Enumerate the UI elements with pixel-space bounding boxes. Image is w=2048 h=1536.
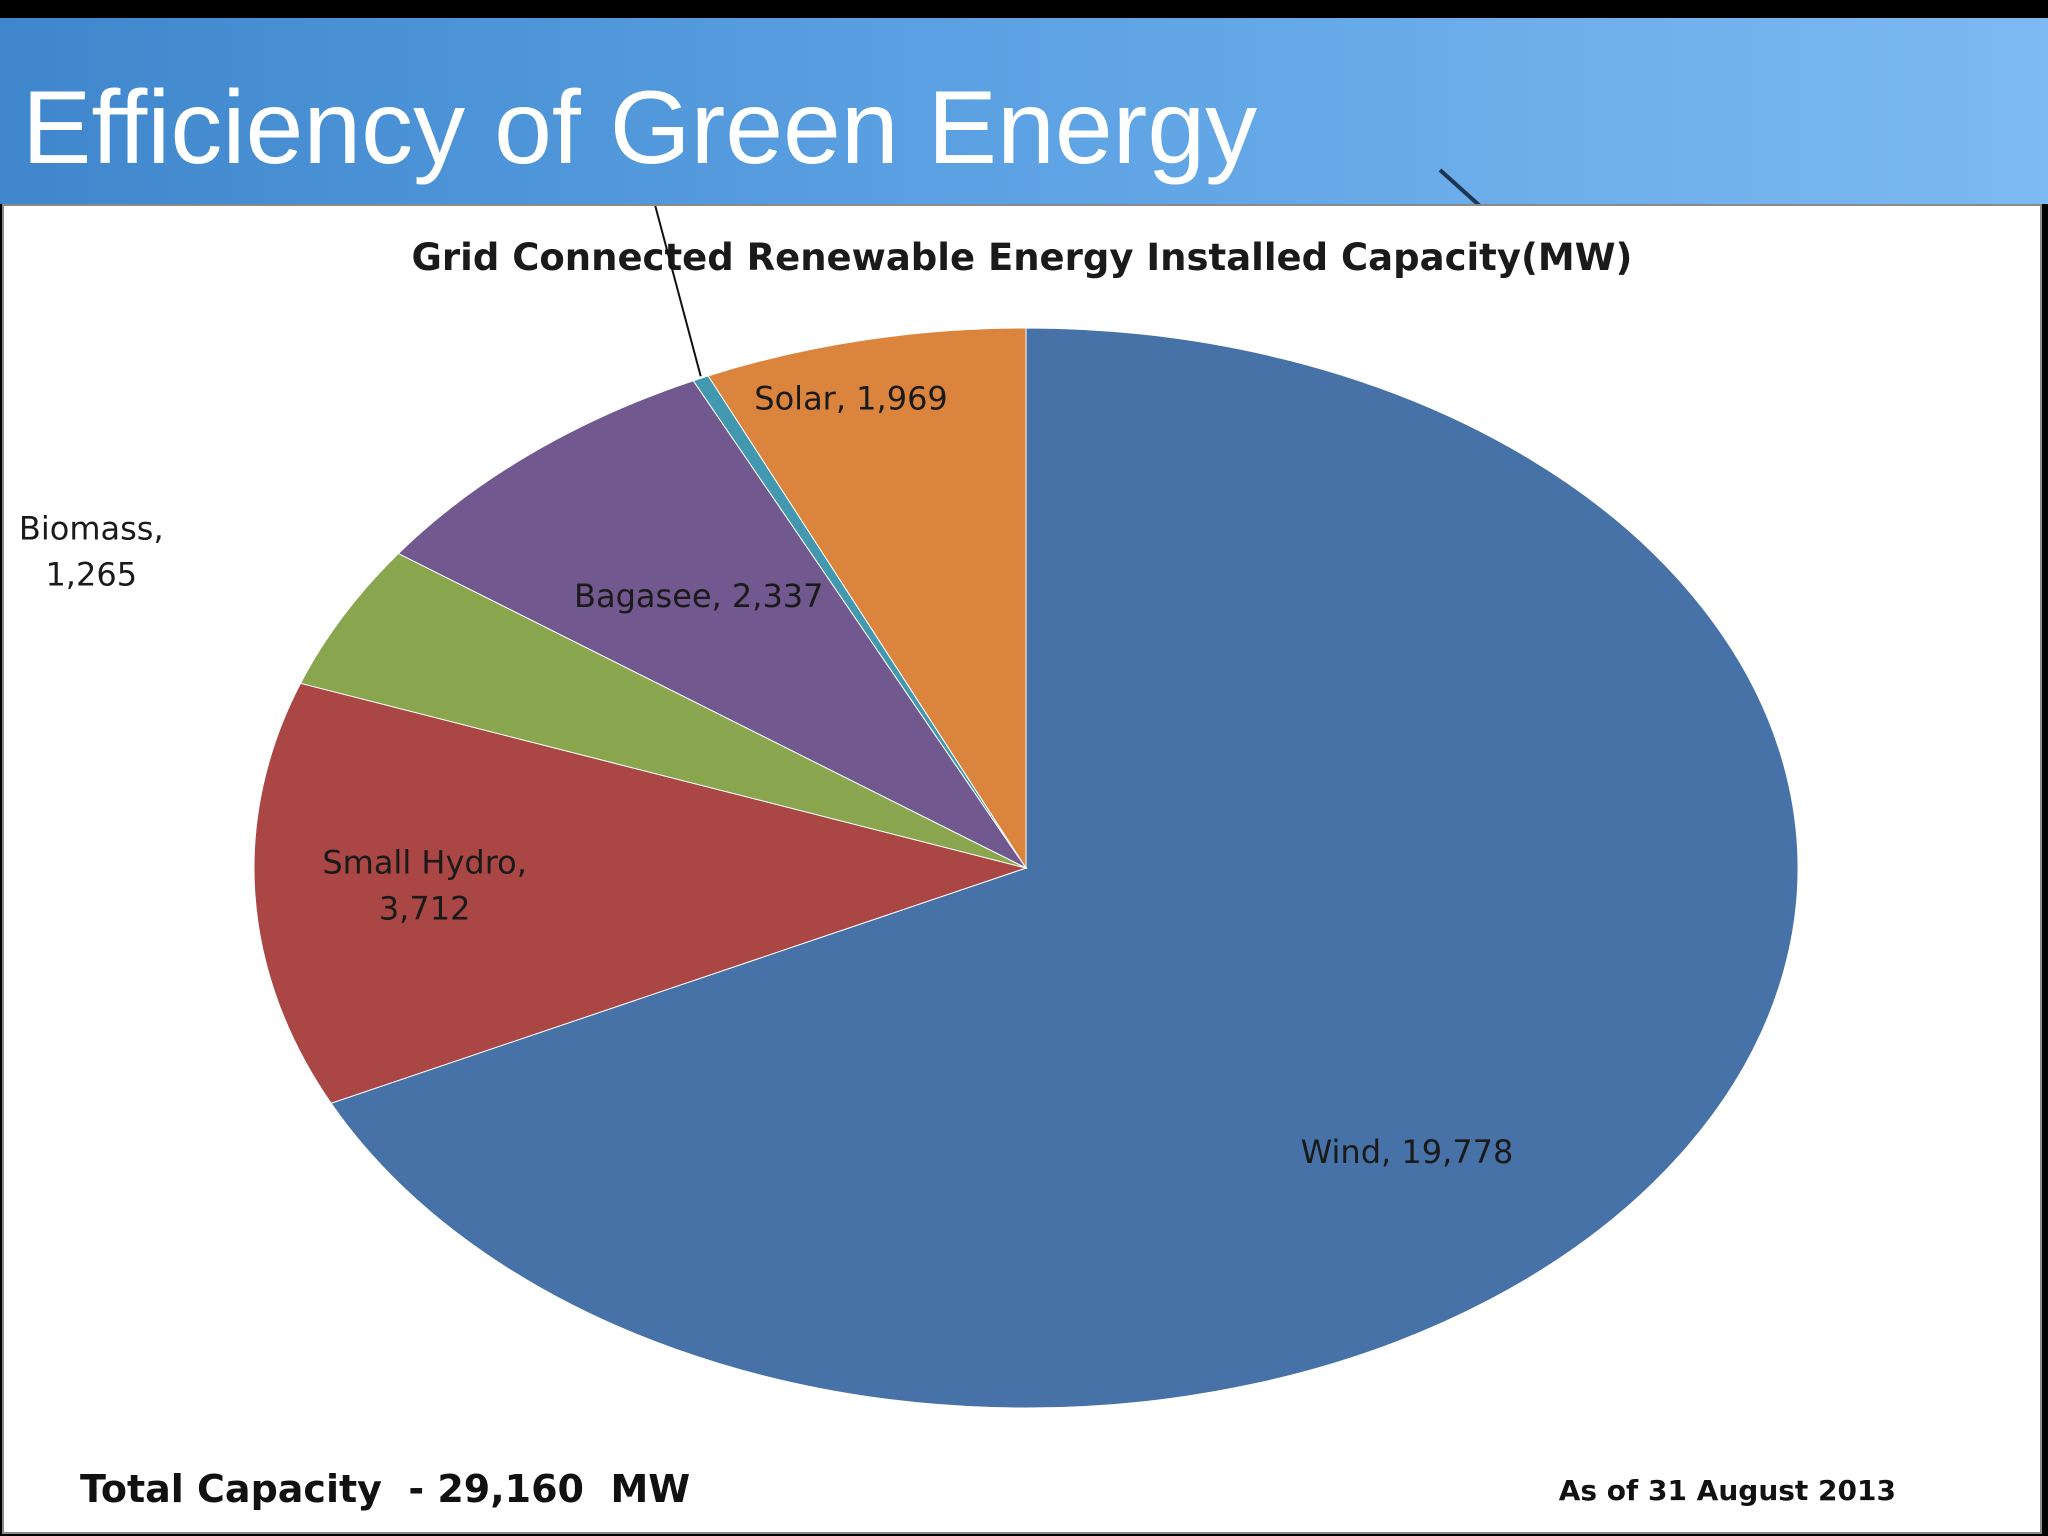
pie-slice-wind bbox=[330, 327, 1799, 1409]
title-banner: Efficiency of Green Energy bbox=[0, 18, 2048, 212]
pie-slice-bagasee bbox=[397, 380, 1028, 870]
pie-slice-solar bbox=[707, 327, 1027, 870]
pie-label-solar: Solar, 1,969 bbox=[754, 380, 948, 418]
pie-label-bagasee: Bagasee, 2,337 bbox=[574, 577, 823, 615]
pie-slices bbox=[253, 327, 1799, 1409]
pie-label-wind: Wind, 19,778 bbox=[1301, 1133, 1514, 1171]
pie-slice-small-hydro bbox=[253, 682, 1028, 1104]
pie-labels: Wind, 19,778 Small Hydro, 3,712 Biomass, 1,2… bbox=[19, 206, 1513, 1171]
chart-title: Grid Connected Renewable Energy Installe… bbox=[412, 236, 1633, 279]
leader-line-w2e-urban bbox=[654, 206, 702, 377]
slide-title: Efficiency of Green Energy bbox=[22, 70, 1258, 186]
pie-slice-biomass bbox=[299, 552, 1027, 869]
pie-label-biomass: Biomass, 1,265 bbox=[19, 510, 164, 594]
total-capacity-label: Total Capacity - 29,160 MW bbox=[80, 1467, 690, 1511]
chart-panel: Grid Connected Renewable Energy Installe… bbox=[2, 204, 2042, 1534]
pie-label-small-hydro: Small Hydro, 3,712 bbox=[322, 843, 527, 927]
as-of-date-label: As of 31 August 2013 bbox=[1559, 1474, 1896, 1507]
pie-chart: Grid Connected Renewable Energy Installe… bbox=[19, 206, 1896, 1511]
